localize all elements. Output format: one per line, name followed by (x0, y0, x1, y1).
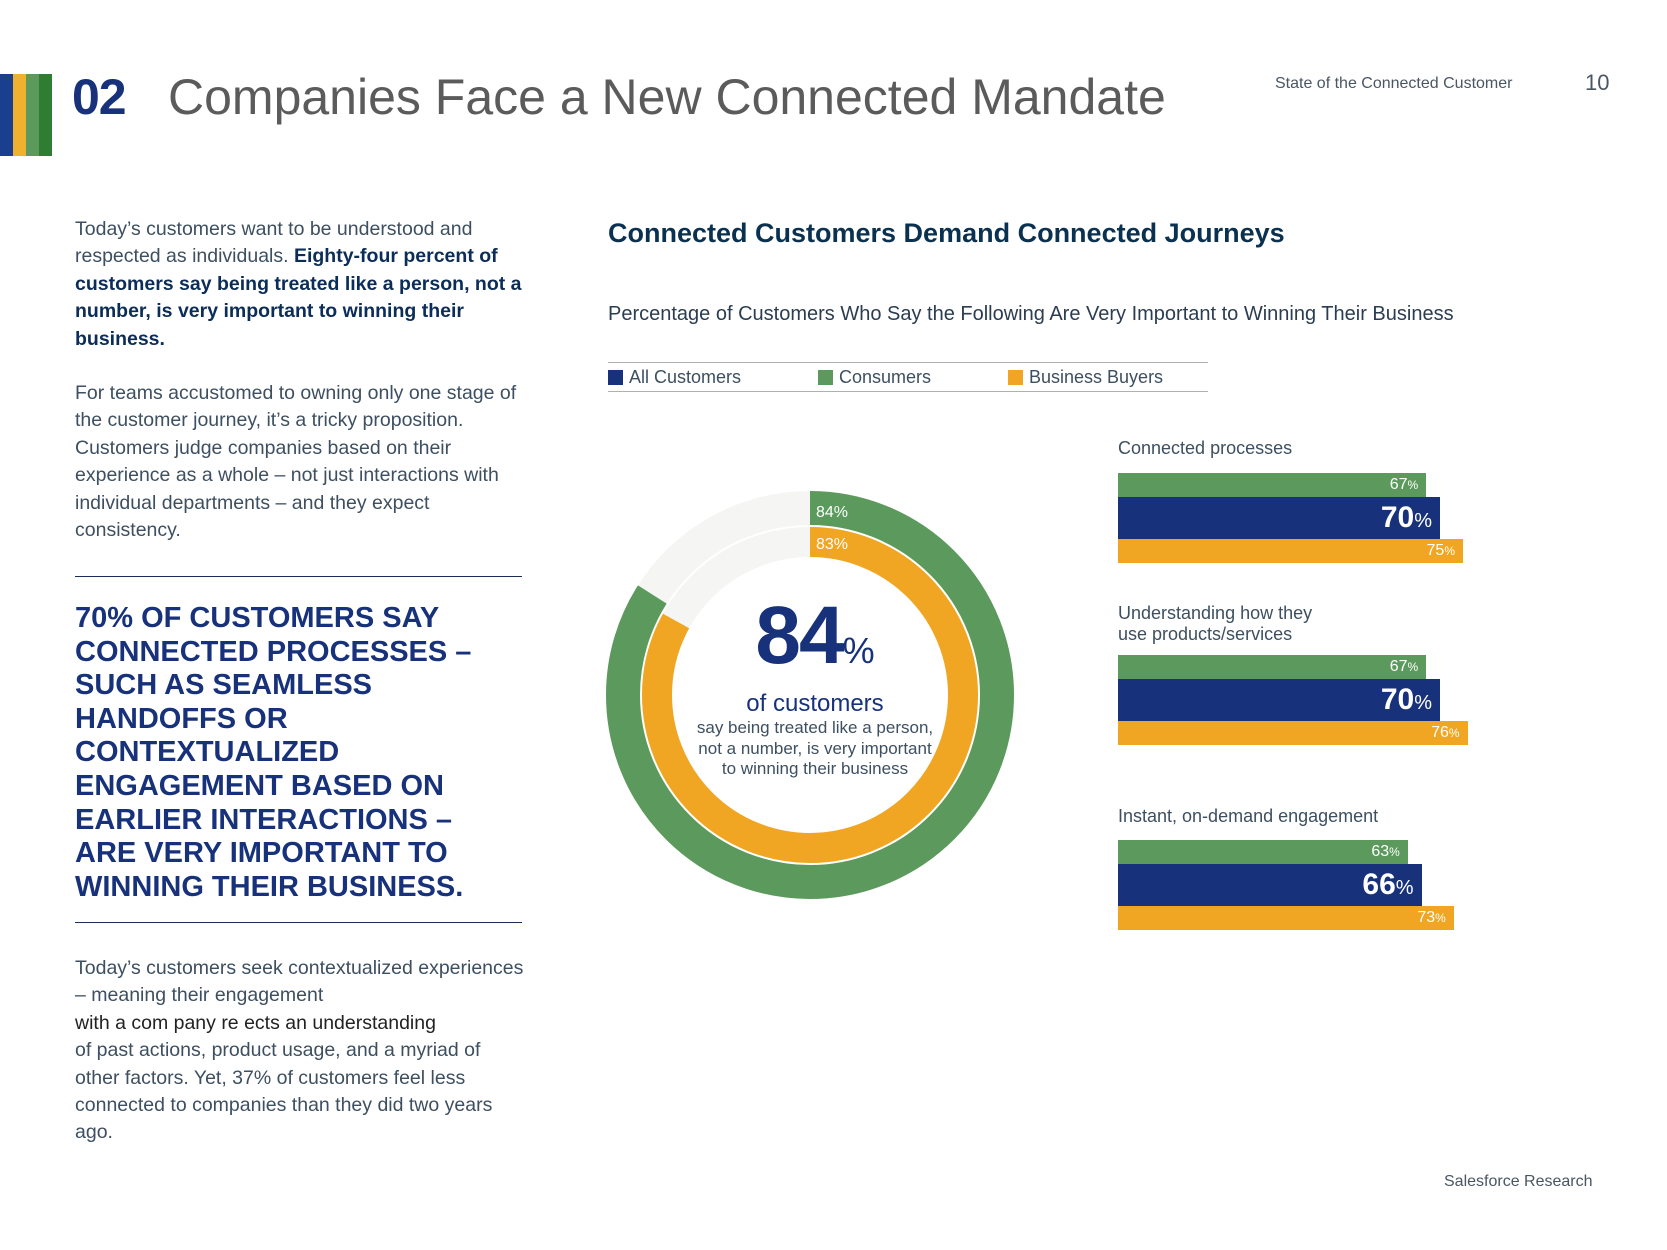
stripe-yellow (13, 74, 26, 156)
stripe-green (26, 74, 39, 156)
footer-brand: Salesforce Research (1444, 1173, 1593, 1190)
context-text-c: of past actions, product usage, and a my… (75, 1039, 493, 1144)
bar-all: 66% (1118, 864, 1422, 906)
bar-value-label: 73% (1417, 909, 1446, 926)
bar-value-label: 70% (1380, 501, 1432, 534)
bar-value-label: 76% (1431, 724, 1460, 741)
context-text-b: with a com pany re ects an understanding (75, 1011, 436, 1034)
page-title: Companies Face a New Connected Mandate (168, 69, 1166, 125)
bar-all: 70% (1118, 497, 1440, 539)
bar-value-label: 67% (1389, 658, 1419, 675)
legend-label-business: Business Buyers (1029, 367, 1164, 387)
section-number: 02 (72, 69, 127, 125)
bar-value-label: 70% (1380, 683, 1432, 716)
document-name: State of the Connected Customer (1275, 75, 1513, 92)
divider-top (75, 576, 522, 577)
bar-value-label: 66% (1362, 868, 1414, 901)
chart-subtitle: Percentage of Customers Who Say the Foll… (608, 303, 1454, 325)
section-color-stripes (0, 74, 52, 156)
bar-group-label: Connected processes (1118, 438, 1293, 458)
chart-legend: All Customers Consumers Business Buyers (608, 362, 1208, 392)
ring-consumers-label: 84% (816, 504, 848, 521)
center-number: 84 (755, 590, 844, 681)
donut-center-text: say being treated like a person, not a n… (696, 718, 934, 778)
intro-highlight: Eighty-four percent of customers say bei… (75, 245, 522, 350)
donut-center-value: 84% (660, 595, 970, 692)
context-paragraph: Today’s customers seek contextualized ex… (75, 955, 525, 1147)
intro-text: Today’s customers want to be understood … (75, 218, 473, 268)
intro-paragraph: Today’s customers want to be understood … (75, 216, 525, 353)
bar-group-label: Understanding how they use products/servi… (1118, 603, 1313, 644)
legend-swatch-consumers (818, 370, 833, 385)
legend-all-customers: All Customers (608, 367, 741, 388)
bar-value-label: 63% (1371, 843, 1400, 860)
bar-bb: 75% (1118, 539, 1463, 563)
legend-swatch-business (1008, 370, 1023, 385)
callout-stat: 70% of customers say connected processes… (75, 602, 472, 903)
ring-business-label: 83% (816, 536, 848, 553)
stripe-blue (0, 74, 13, 156)
legend-label-all: All Customers (629, 367, 742, 387)
donut-center: 84% of customers say being treated like … (660, 595, 970, 780)
divider-bottom (75, 922, 522, 923)
donut-chart: 84% 83% (606, 491, 1014, 899)
bar-bb: 73% (1118, 906, 1454, 930)
donut-center-heading: of customers (746, 690, 884, 717)
context-text-a: Today’s customers seek contextualized ex… (75, 957, 524, 1007)
bar-all: 70% (1118, 679, 1440, 721)
bar-con: 67% (1118, 655, 1427, 679)
bar-value-label: 67% (1389, 476, 1419, 493)
bar-value-label: 75% (1426, 542, 1455, 559)
journey-paragraph: For teams accustomed to owning only one … (75, 382, 517, 542)
stripe-dark-green (39, 74, 52, 156)
bar-bb: 76% (1118, 721, 1468, 745)
bar-group-label: Instant, on-demand engagement (1118, 806, 1379, 826)
center-percent-sign: % (842, 630, 875, 671)
legend-label-consumers: Consumers (839, 367, 932, 387)
ring-business-buyers (642, 527, 978, 863)
page-number: 10 (1585, 70, 1610, 95)
legend-business-buyers: Business Buyers (1008, 367, 1163, 388)
legend-consumers: Consumers (818, 367, 931, 388)
chart-title: Connected Customers Demand Connected Jou… (608, 218, 1285, 248)
legend-swatch-all (608, 370, 623, 385)
bar-con: 67% (1118, 473, 1427, 497)
bar-con: 63% (1118, 840, 1408, 864)
ring-consumers (606, 491, 1014, 899)
